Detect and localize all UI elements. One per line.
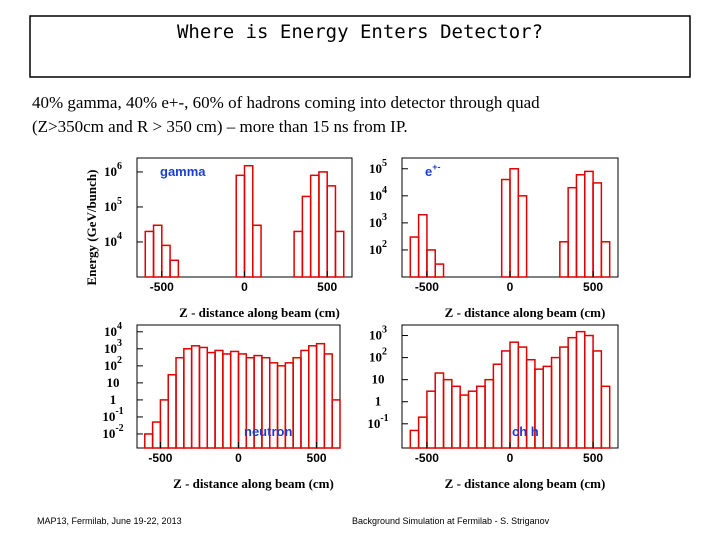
y-tick-label: 104 [104, 321, 122, 339]
y-tick-label-exp: 3 [117, 338, 122, 349]
y-tick-label-base: 10 [107, 375, 120, 390]
title-box [29, 15, 691, 78]
x-tick-label: -500 [415, 451, 439, 465]
y-tick-label-base: 10 [104, 324, 117, 339]
y-tick-label: 103 [104, 338, 122, 356]
slide-title: Where is Energy Enters Detector? [177, 21, 543, 43]
y-tick-label-base: 10 [104, 234, 117, 249]
y-tick-label-base: 10 [102, 426, 115, 441]
x-tick-label: -500 [415, 280, 439, 294]
y-tick-label: 10-1 [367, 413, 388, 431]
plot-label-text: neutron [244, 424, 292, 439]
y-tick-label: 10 [107, 375, 120, 390]
y-tick-label-base: 10 [369, 188, 382, 203]
histogram-bar [417, 213, 428, 278]
plot-label: neutron [244, 424, 292, 439]
body-text: (Z>350cm and R > 350 cm) – more than 15 … [32, 117, 408, 136]
y-tick-label-exp: 3 [382, 212, 387, 223]
footer: MAP13, Fermilab, June 19-22, 2013 [37, 516, 182, 526]
y-tick-label: 1 [375, 394, 382, 409]
plot-label: e+- [425, 162, 441, 179]
y-tick-label: 104 [369, 185, 387, 203]
histogram-bar [517, 195, 528, 278]
plot-label-text: ch h [512, 424, 539, 439]
footer: Background Simulation at Fermilab - S. S… [352, 516, 550, 526]
y-tick-label-exp: 4 [382, 185, 387, 196]
x-axis-label: Z - distance along beam (cm) [179, 305, 340, 320]
histogram-bar [600, 385, 611, 449]
plot-label-text: gamma [160, 164, 206, 179]
y-tick-label-base: 10 [369, 161, 382, 176]
histogram-bar [243, 165, 254, 278]
y-tick-label-base: 10 [369, 350, 382, 365]
y-tick-label-exp: 6 [117, 161, 122, 172]
y-tick-label: 1 [110, 392, 117, 407]
y-tick-label-exp: 4 [117, 321, 122, 332]
y-tick-label: 103 [369, 325, 387, 343]
y-tick-label-base: 1 [375, 394, 382, 409]
histogram-bar [592, 182, 603, 278]
y-tick-label-exp: 4 [117, 231, 122, 242]
y-tick-label-base: 10 [369, 328, 382, 343]
x-tick-label: 500 [317, 280, 337, 294]
x-axis-label: Z - distance along beam (cm) [445, 476, 606, 491]
y-tick-label-base: 10 [104, 341, 117, 356]
histogram-bar [331, 399, 341, 449]
y-tick-label: 102 [104, 355, 122, 373]
y-tick-label-exp: 2 [382, 239, 387, 250]
y-tick-label: 102 [369, 347, 387, 365]
y-tick-label: 10 [372, 372, 385, 387]
x-axis-label: Z - distance along beam (cm) [445, 305, 606, 320]
x-tick-label: 0 [507, 451, 514, 465]
y-tick-label-exp: 5 [117, 196, 122, 207]
y-tick-label-base: 10 [372, 372, 385, 387]
y-tick-label-exp: -1 [115, 406, 123, 417]
y-tick-label: 102 [369, 239, 387, 257]
plot-label-sup: +- [432, 162, 440, 172]
plot-label: ch h [512, 424, 539, 439]
x-tick-label: -500 [150, 280, 174, 294]
x-tick-label: -500 [148, 451, 172, 465]
y-tick-label-exp: 2 [117, 355, 122, 366]
y-tick-label-exp: 3 [382, 325, 387, 336]
x-tick-label: 500 [583, 451, 603, 465]
histogram-bar [434, 263, 445, 278]
histogram-bar [169, 259, 180, 278]
y-axis-label: Energy (GeV/bunch) [84, 170, 99, 286]
histogram-bar [334, 230, 345, 278]
y-tick-label: 103 [369, 212, 387, 230]
y-tick-label-exp: -1 [380, 413, 388, 424]
y-tick-label-base: 10 [104, 199, 117, 214]
y-tick-label: 104 [104, 231, 122, 249]
y-tick-label-exp: -2 [115, 423, 123, 434]
histogram-bar [252, 224, 262, 278]
y-tick-label-base: 10 [367, 416, 380, 431]
x-tick-label: 500 [583, 280, 603, 294]
x-tick-label: 0 [241, 280, 248, 294]
plot-label-text: e [425, 164, 432, 179]
y-tick-label-exp: 2 [382, 347, 387, 358]
x-tick-label: 0 [507, 280, 514, 294]
body-text: 40% gamma, 40% e+-, 60% of hadrons comin… [32, 93, 540, 112]
x-tick-label: 500 [307, 451, 327, 465]
y-tick-label-base: 10 [369, 242, 382, 257]
y-tick-label-base: 10 [102, 409, 115, 424]
y-tick-label-exp: 5 [382, 158, 387, 169]
histogram-bar [600, 241, 611, 278]
y-tick-label-base: 10 [369, 215, 382, 230]
y-tick-label-base: 1 [110, 392, 117, 407]
x-axis-label: Z - distance along beam (cm) [173, 476, 334, 491]
y-tick-label: 10-2 [102, 423, 123, 441]
y-tick-label: 106 [104, 161, 122, 179]
y-tick-label: 10-1 [102, 406, 123, 424]
y-tick-label: 105 [104, 196, 122, 214]
x-tick-label: 0 [235, 451, 242, 465]
y-tick-label-base: 10 [104, 164, 117, 179]
y-tick-label: 105 [369, 158, 387, 176]
plot-label: gamma [160, 164, 206, 179]
y-tick-label-base: 10 [104, 358, 117, 373]
